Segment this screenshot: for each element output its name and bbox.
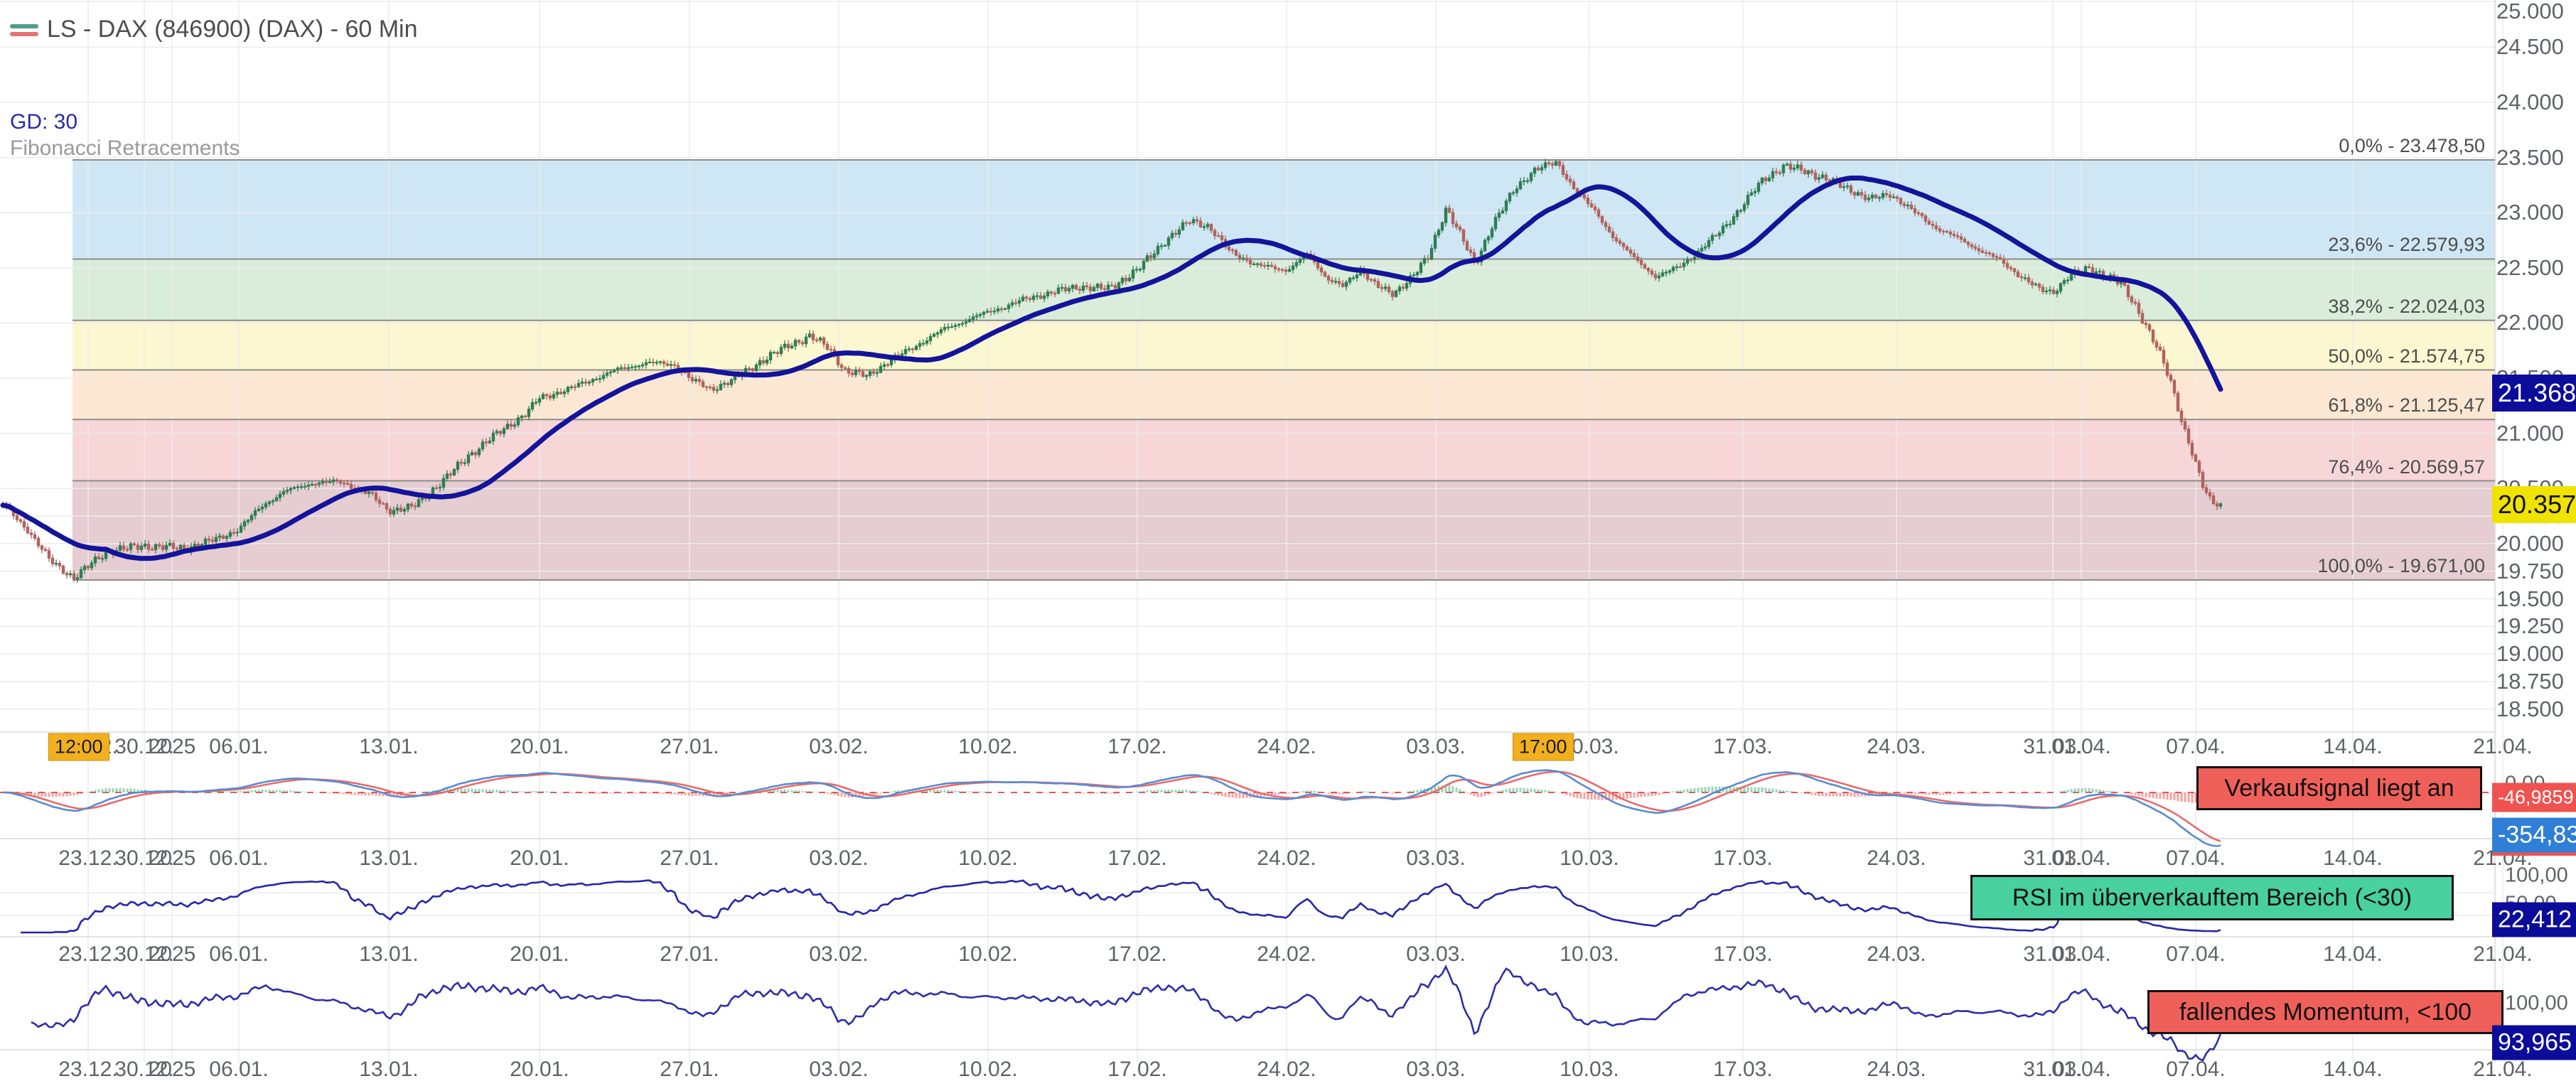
- macd-value-badge: -354,83: [2492, 817, 2576, 853]
- instrument-legend-icon: [10, 24, 38, 40]
- momentum-value-badge: 93,965: [2492, 1025, 2576, 1060]
- macd-sell-signal-box: Verkaufsignal liegt an: [2196, 766, 2482, 810]
- last-price-badge: 20.357: [2492, 486, 2576, 523]
- ma-value-badge: 21.368: [2492, 375, 2576, 412]
- time-marker-badge-1700: 17:00: [1513, 733, 1574, 761]
- momentum-panel: [31, 964, 2222, 1062]
- macd-panel: [0, 769, 2495, 847]
- rsi-100-label: 100,00: [2505, 864, 2568, 887]
- fibonacci-lines: [73, 159, 2495, 581]
- rsi-oversold-signal-box: RSI im überverkauftem Bereich (<30): [1970, 875, 2454, 920]
- legend-line-green: [10, 24, 38, 28]
- rsi-panel: [21, 879, 2221, 934]
- time-marker-badge-1200: 12:00: [48, 733, 109, 761]
- macd-signal-value-badge: -46,9859: [2492, 783, 2576, 812]
- legend-line-red: [10, 32, 38, 36]
- gridlines: [0, 0, 2503, 1063]
- momentum-100-label: 100,00: [2505, 991, 2568, 1015]
- chart-title: LS - DAX (846900) (DAX) - 60 Min: [47, 16, 418, 43]
- gd30-ma-line: [0, 176, 2223, 561]
- momentum-falling-signal-box: fallendes Momentum, <100: [2147, 990, 2503, 1034]
- ma-indicator-label: GD: 30: [10, 110, 78, 134]
- fibonacci-tool-label: Fibonacci Retracements: [10, 136, 240, 160]
- rsi-value-badge: 22,412: [2492, 902, 2576, 937]
